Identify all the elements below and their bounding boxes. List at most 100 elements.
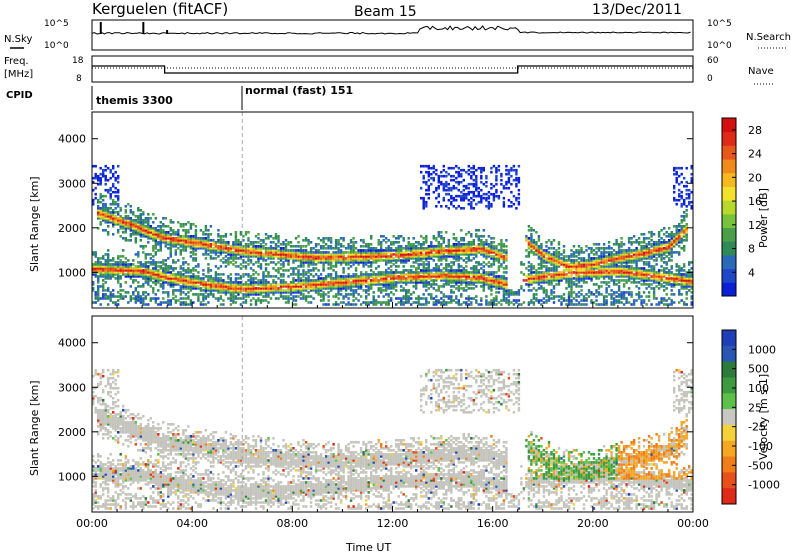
heatmap-cell (137, 251, 139, 254)
heatmap-cell (237, 277, 239, 280)
heatmap-cell (498, 195, 500, 198)
heatmap-cell (485, 181, 487, 184)
heatmap-cell (125, 257, 127, 260)
heatmap-cell (565, 287, 567, 290)
heatmap-cell (508, 205, 510, 208)
heatmap-cell (122, 249, 124, 252)
heatmap-cell (378, 279, 380, 282)
heatmap-cell (272, 241, 274, 244)
heatmap-cell (245, 231, 247, 234)
heatmap-cell (490, 277, 492, 280)
heatmap-cell (155, 217, 157, 220)
heatmap-cell (478, 191, 480, 194)
heatmap-cell (155, 261, 157, 264)
heatmap-cell (460, 287, 462, 290)
heatmap-cell (327, 291, 329, 294)
freq-line (92, 66, 693, 73)
heatmap-cell (187, 235, 189, 238)
heatmap-cell (340, 243, 342, 246)
heatmap-cell (630, 303, 632, 306)
heatmap-cell (573, 281, 575, 284)
heatmap-cell (445, 301, 447, 304)
heatmap-cell (498, 265, 500, 268)
heatmap-cell (613, 249, 615, 252)
heatmap-cell (583, 303, 585, 306)
heatmap-cell (615, 299, 617, 302)
heatmap-cell (192, 273, 194, 276)
heatmap-cell (320, 299, 322, 302)
heatmap-cell (595, 299, 597, 302)
heatmap-cell (312, 251, 314, 254)
heatmap-cell (600, 281, 602, 284)
heatmap-cell (257, 279, 259, 282)
heatmap-cell (160, 283, 162, 286)
heatmap-cell (275, 233, 277, 236)
heatmap-cell (620, 237, 622, 240)
heatmap-cell (330, 253, 332, 256)
heatmap-cell (463, 189, 465, 192)
heatmap-cell (553, 301, 555, 304)
heatmap-cell (115, 211, 117, 214)
heatmap-cell (255, 281, 257, 284)
heatmap-cell (202, 277, 204, 280)
heatmap-cell (175, 231, 177, 234)
heatmap-cell (625, 291, 627, 294)
heatmap-cell (413, 261, 415, 264)
heatmap-cell (330, 273, 332, 276)
heatmap-cell (315, 279, 317, 282)
heatmap-cell (340, 275, 342, 278)
heatmap-cell (453, 179, 455, 182)
cpid-segment-2: normal (fast) 151 (245, 84, 353, 97)
heatmap-cell (132, 263, 134, 266)
heatmap-cell (383, 239, 385, 242)
heatmap-cell (478, 167, 480, 170)
heatmap-cell (297, 235, 299, 238)
heatmap-cell (110, 169, 112, 172)
heatmap-cell (120, 283, 122, 286)
heatmap-cell (257, 237, 259, 240)
heatmap-cell (265, 243, 267, 246)
heatmap-cell (443, 169, 445, 172)
heatmap-cell (360, 239, 362, 242)
heatmap-cell (180, 265, 182, 268)
heatmap-cell (415, 241, 417, 244)
heatmap-cell (480, 263, 482, 266)
heatmap-cell (270, 235, 272, 238)
heatmap-cell (410, 297, 412, 300)
heatmap-cell (165, 281, 167, 284)
heatmap-cell (282, 247, 284, 250)
heatmap-cell (182, 223, 184, 226)
heatmap-cell (170, 227, 172, 230)
heatmap-cell (145, 291, 147, 294)
heatmap-cell (440, 235, 442, 238)
heatmap-cell (235, 295, 237, 298)
heatmap-cell (550, 267, 552, 270)
heatmap-cell (600, 303, 602, 306)
heatmap-cell (473, 247, 475, 250)
heatmap-cell (105, 175, 107, 178)
heatmap-cell (475, 175, 477, 178)
heatmap-cell (455, 243, 457, 246)
heatmap-cell (167, 247, 169, 250)
heatmap-cell (125, 281, 127, 284)
heatmap-cell (250, 259, 252, 262)
heatmap-cell (470, 201, 472, 204)
heatmap-cell (398, 275, 400, 278)
heatmap-cell (580, 303, 582, 306)
heatmap-cell (628, 291, 630, 294)
heatmap-cell (483, 183, 485, 186)
heatmap-cell (280, 247, 282, 250)
heatmap-cell (455, 195, 457, 198)
nsky-tick-bottom: 10^0 (44, 41, 69, 51)
heatmap-cell (428, 185, 430, 188)
heatmap-cell (310, 241, 312, 244)
heatmap-cell (370, 273, 372, 276)
heatmap-cell (525, 255, 527, 258)
heatmap-cell (425, 297, 427, 300)
heatmap-cell (152, 213, 154, 216)
heatmap-cell (418, 241, 420, 244)
heatmap-cell (570, 249, 572, 252)
heatmap-cell (510, 201, 512, 204)
heatmap-cell (430, 269, 432, 272)
heatmap-cell (175, 295, 177, 298)
